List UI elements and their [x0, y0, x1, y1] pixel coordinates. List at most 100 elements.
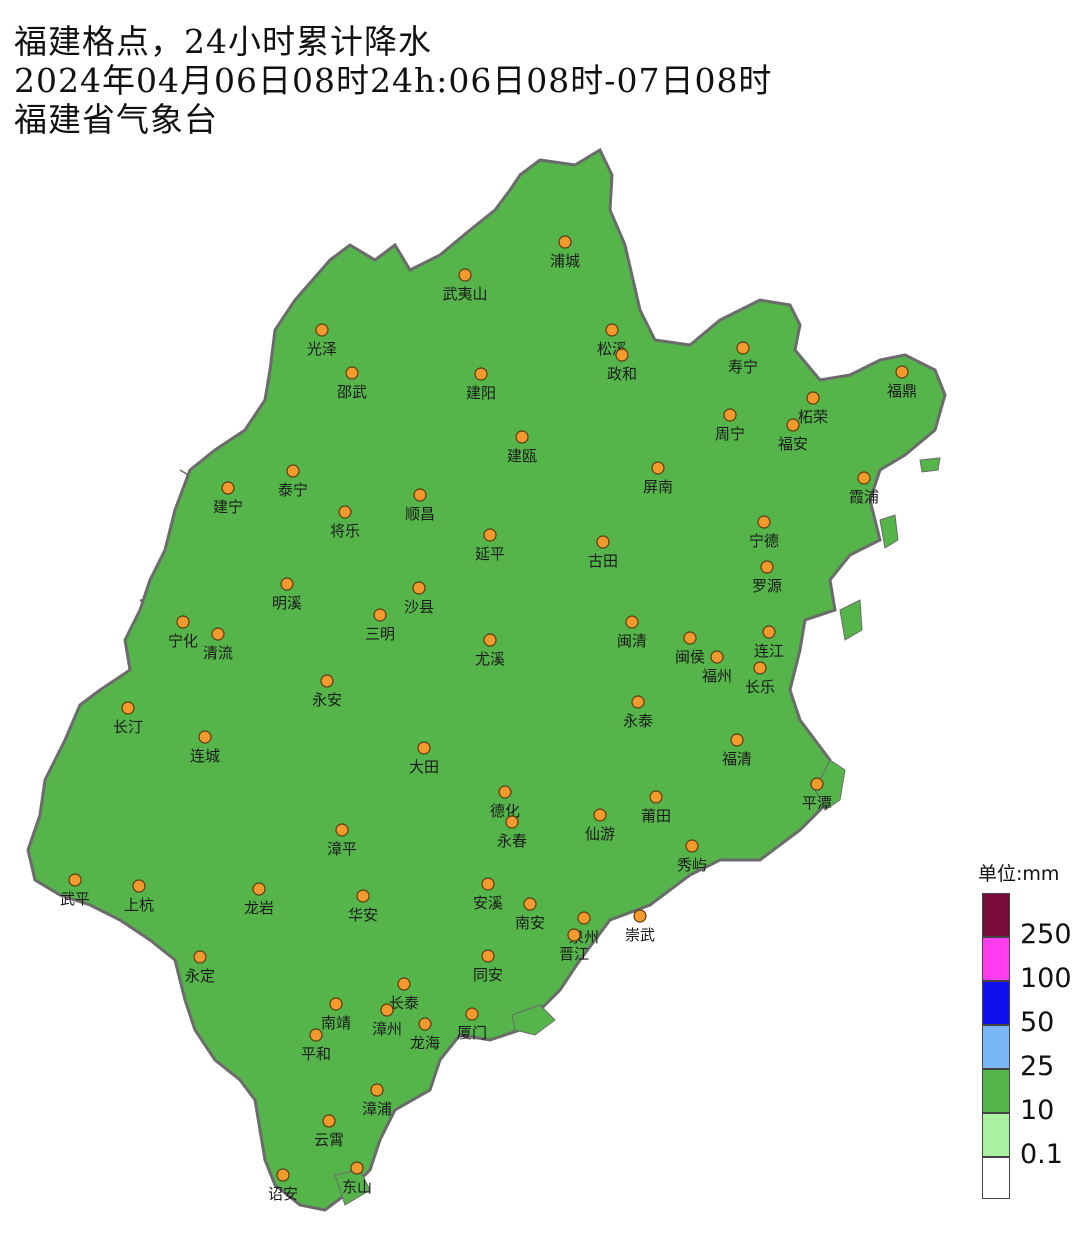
orange-circle-icon	[577, 911, 591, 925]
station-label: 沙县	[404, 598, 434, 616]
station-label: 福州	[702, 667, 732, 685]
station-label: 清流	[203, 644, 233, 662]
orange-circle-icon	[593, 808, 607, 822]
station-label: 延平	[475, 545, 505, 563]
orange-circle-icon	[458, 268, 472, 282]
orange-circle-icon	[121, 701, 135, 715]
orange-circle-icon	[567, 928, 581, 942]
orange-circle-icon	[68, 873, 82, 887]
station-label: 建瓯	[507, 447, 537, 465]
legend-unit: 单位:mm	[978, 863, 1060, 885]
orange-circle-icon	[505, 815, 519, 829]
station-label: 尤溪	[475, 650, 505, 668]
station-label: 连城	[190, 747, 220, 765]
station-label: 屏南	[643, 478, 673, 496]
orange-circle-icon	[198, 730, 212, 744]
orange-circle-icon	[417, 741, 431, 755]
legend-label-0-1: 0.1	[1020, 1139, 1063, 1170]
station-label: 闽侯	[675, 648, 705, 666]
station-label: 龙岩	[244, 899, 274, 917]
station-label: 福清	[722, 750, 752, 768]
orange-circle-icon	[605, 323, 619, 337]
map-issuer: 福建省气象台	[14, 100, 218, 139]
station-label: 平潭	[802, 794, 832, 812]
orange-circle-icon	[625, 615, 639, 629]
orange-circle-icon	[397, 977, 411, 991]
orange-circle-icon	[723, 408, 737, 422]
orange-circle-icon	[483, 528, 497, 542]
orange-circle-icon	[481, 949, 495, 963]
orange-circle-icon	[132, 879, 146, 893]
orange-circle-icon	[338, 505, 352, 519]
station-label: 光泽	[307, 340, 337, 358]
orange-circle-icon	[633, 909, 647, 923]
orange-circle-icon	[221, 481, 235, 495]
station-label: 将乐	[330, 522, 360, 540]
orange-circle-icon	[412, 581, 426, 595]
orange-circle-icon	[558, 235, 572, 249]
orange-circle-icon	[736, 341, 750, 355]
station-label: 永泰	[623, 712, 653, 730]
station-label: 建宁	[213, 498, 243, 516]
station-label: 南靖	[321, 1014, 351, 1032]
orange-circle-icon	[345, 366, 359, 380]
islands	[334, 457, 941, 1206]
orange-circle-icon	[631, 695, 645, 709]
station-label: 建阳	[466, 384, 496, 402]
station-label: 仙游	[585, 825, 615, 843]
legend-swatch-10	[982, 1069, 1010, 1113]
orange-circle-icon	[757, 515, 771, 529]
orange-circle-icon	[760, 560, 774, 574]
station-label: 武平	[60, 890, 90, 908]
station-label: 武夷山	[442, 285, 487, 303]
station-label: 宁德	[749, 532, 779, 550]
legend-swatch-0-1	[982, 1113, 1010, 1157]
orange-circle-icon	[481, 877, 495, 891]
station-label: 连江	[754, 642, 784, 660]
orange-circle-icon	[730, 733, 744, 747]
orange-circle-icon	[651, 461, 665, 475]
orange-circle-icon	[322, 1114, 336, 1128]
orange-circle-icon	[762, 625, 776, 639]
station-label: 漳州	[372, 1020, 402, 1038]
orange-circle-icon	[373, 608, 387, 622]
legend-swatch-50	[982, 981, 1010, 1025]
orange-circle-icon	[280, 577, 294, 591]
orange-circle-icon	[252, 882, 266, 896]
legend-swatch-250	[982, 893, 1010, 937]
station-label: 平和	[301, 1045, 331, 1063]
station-label: 漳浦	[362, 1100, 392, 1118]
station-label: 古田	[588, 552, 618, 570]
station-label: 漳平	[327, 840, 357, 858]
orange-circle-icon	[329, 997, 343, 1011]
orange-circle-icon	[211, 627, 225, 641]
orange-circle-icon	[320, 674, 334, 688]
title-block: 福建格点，24小时累计降水 2024年04月06日08时24h:06日08时-0…	[14, 22, 772, 139]
station-label: 永春	[497, 832, 527, 850]
station-label: 上杭	[124, 896, 154, 914]
orange-circle-icon	[413, 488, 427, 502]
station-label: 寿宁	[728, 358, 758, 376]
station-label: 霞浦	[849, 488, 879, 506]
orange-circle-icon	[806, 391, 820, 405]
orange-circle-icon	[649, 790, 663, 804]
station-label: 厦门	[457, 1024, 487, 1042]
orange-circle-icon	[710, 650, 724, 664]
orange-circle-icon	[315, 323, 329, 337]
orange-circle-icon	[596, 535, 610, 549]
orange-circle-icon	[615, 348, 629, 362]
orange-circle-icon	[483, 633, 497, 647]
station-label: 浦城	[550, 252, 580, 270]
legend-swatch-none	[982, 1157, 1010, 1199]
legend-label-100: 100	[1020, 963, 1072, 994]
legend-label-25: 25	[1020, 1051, 1055, 1082]
map-title: 福建格点，24小时累计降水	[14, 22, 432, 61]
station-label: 长泰	[389, 994, 419, 1012]
station-label: 罗源	[752, 577, 782, 595]
station-label: 莆田	[641, 807, 671, 825]
orange-circle-icon	[810, 777, 824, 791]
station-label: 明溪	[272, 594, 302, 612]
orange-circle-icon	[380, 1003, 394, 1017]
